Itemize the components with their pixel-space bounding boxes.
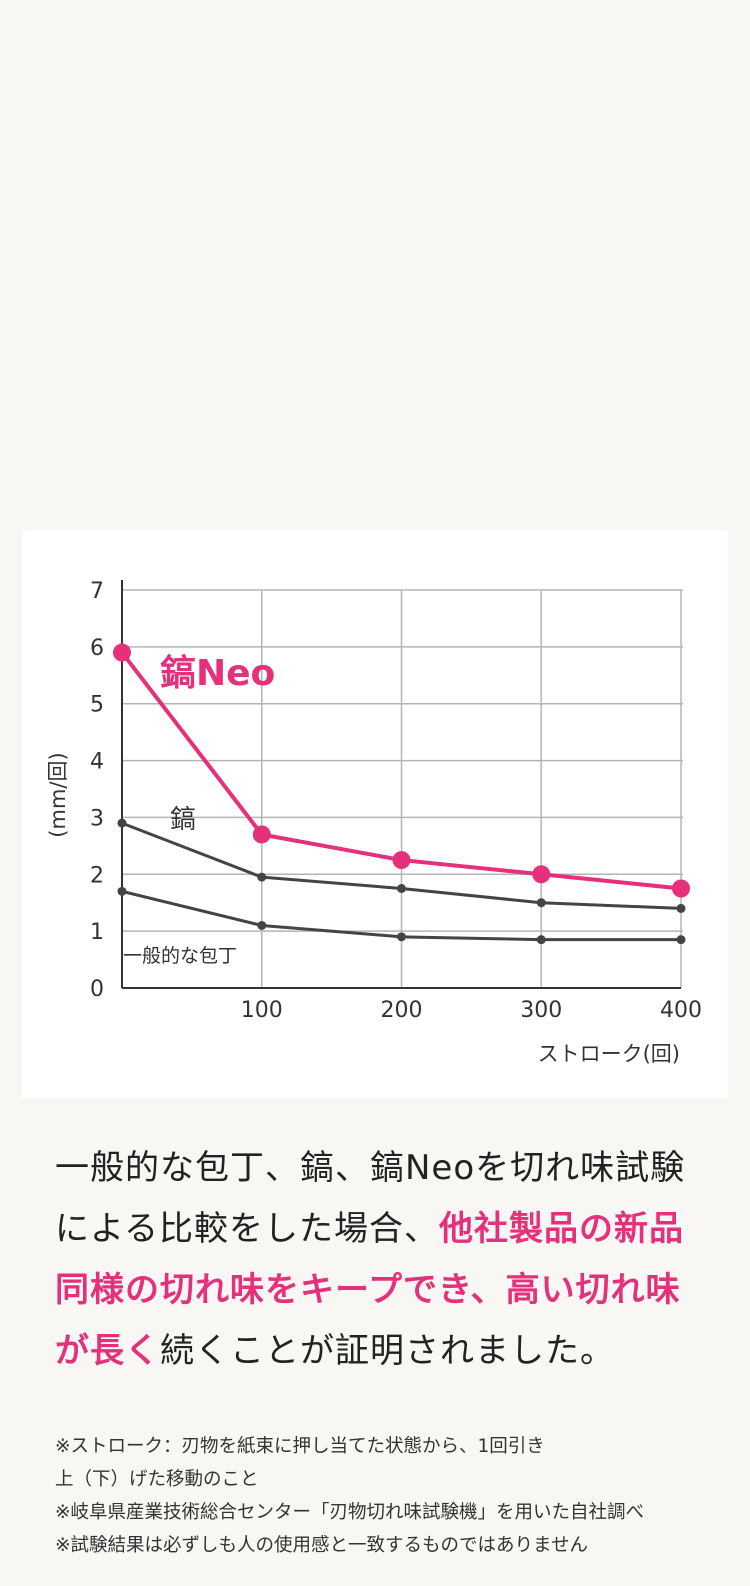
y-tick-label: 2 bbox=[90, 863, 104, 888]
data-point bbox=[532, 865, 551, 884]
data-point bbox=[257, 920, 267, 930]
chart-card: 0 1 2 3 4 5 6 7 100 200 300 400 ストローク(回) (mm/回) 鎬Neo 鎬一… bbox=[22, 530, 728, 1098]
description-text: 一般的な包丁、鎬、鎬Neoを切れ味試験による比較をした場合、他社製品の新品同様の… bbox=[55, 1138, 715, 1382]
data-point bbox=[117, 886, 127, 896]
data-point bbox=[397, 932, 406, 942]
description-plain-1: 一般的な包丁、鎬、鎬Neoを切れ味試験による比較をした場合、 bbox=[55, 1148, 686, 1249]
footnote-line: ※岐阜県産業技術総合センター「刃物切れ味試験機」を用いた自社調べ bbox=[55, 1502, 645, 1523]
data-point bbox=[536, 935, 546, 945]
y-tick-label: 7 bbox=[90, 579, 104, 604]
data-point bbox=[117, 818, 127, 828]
data-point bbox=[252, 825, 271, 844]
series-label-general: 一般的な包丁 bbox=[123, 945, 237, 967]
x-axis-label: ストローク(回) bbox=[538, 1042, 680, 1066]
y-axis-label: (mm/回) bbox=[46, 752, 70, 837]
x-tick-label: 300 bbox=[520, 998, 562, 1023]
footnote-line: 上（下）げた移動のこと bbox=[55, 1469, 259, 1490]
series-label-shinogi: 鎬 bbox=[170, 805, 196, 835]
x-tick-label: 400 bbox=[660, 998, 702, 1023]
data-point bbox=[113, 643, 131, 662]
data-point bbox=[397, 884, 406, 893]
footnote-line: ※試験結果は必ずしも人の使用感と一致するものではありません bbox=[55, 1535, 588, 1556]
y-tick-label: 6 bbox=[90, 636, 104, 661]
footnotes: ※ストローク：刃物を紙束に押し当てた状態から、1回引き 上（下）げた移動のこと … bbox=[55, 1430, 735, 1562]
x-tick-label: 100 bbox=[241, 998, 283, 1023]
y-tick-label: 3 bbox=[90, 806, 104, 831]
data-point bbox=[672, 879, 690, 898]
footnote-line: ※ストローク：刃物を紙束に押し当てた状態から、1回引き bbox=[55, 1436, 545, 1457]
x-tick-label: 200 bbox=[381, 998, 423, 1023]
y-tick-label: 5 bbox=[90, 693, 104, 718]
data-point bbox=[676, 903, 686, 913]
series-label-neo: 鎬Neo bbox=[160, 652, 275, 694]
description-plain-2: 続くことが証明されました。 bbox=[160, 1331, 615, 1371]
description-highlight: 他社製品の新品同様の切れ味をキープでき、高い切れ味が長く bbox=[55, 1209, 684, 1371]
data-point bbox=[536, 898, 546, 908]
data-point bbox=[676, 935, 686, 945]
y-tick-label: 1 bbox=[90, 920, 104, 945]
y-tick-label: 0 bbox=[90, 977, 104, 1002]
data-point bbox=[392, 851, 411, 870]
data-point bbox=[257, 872, 267, 882]
line-chart: 0 1 2 3 4 5 6 7 100 200 300 400 ストローク(回) (mm/回) 鎬Neo 鎬一… bbox=[46, 579, 702, 1066]
y-tick-label: 4 bbox=[90, 750, 104, 775]
